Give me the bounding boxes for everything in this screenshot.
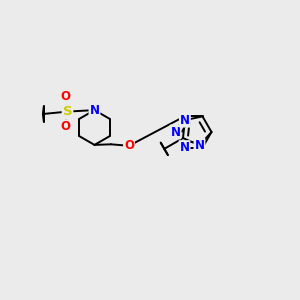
Text: N: N	[89, 103, 100, 117]
Text: N: N	[180, 114, 190, 127]
Text: O: O	[124, 139, 134, 152]
Text: S: S	[63, 105, 72, 118]
Text: N: N	[170, 125, 181, 139]
Text: O: O	[60, 120, 70, 133]
Text: N: N	[179, 141, 190, 154]
Text: N: N	[194, 139, 205, 152]
Text: O: O	[60, 90, 70, 103]
